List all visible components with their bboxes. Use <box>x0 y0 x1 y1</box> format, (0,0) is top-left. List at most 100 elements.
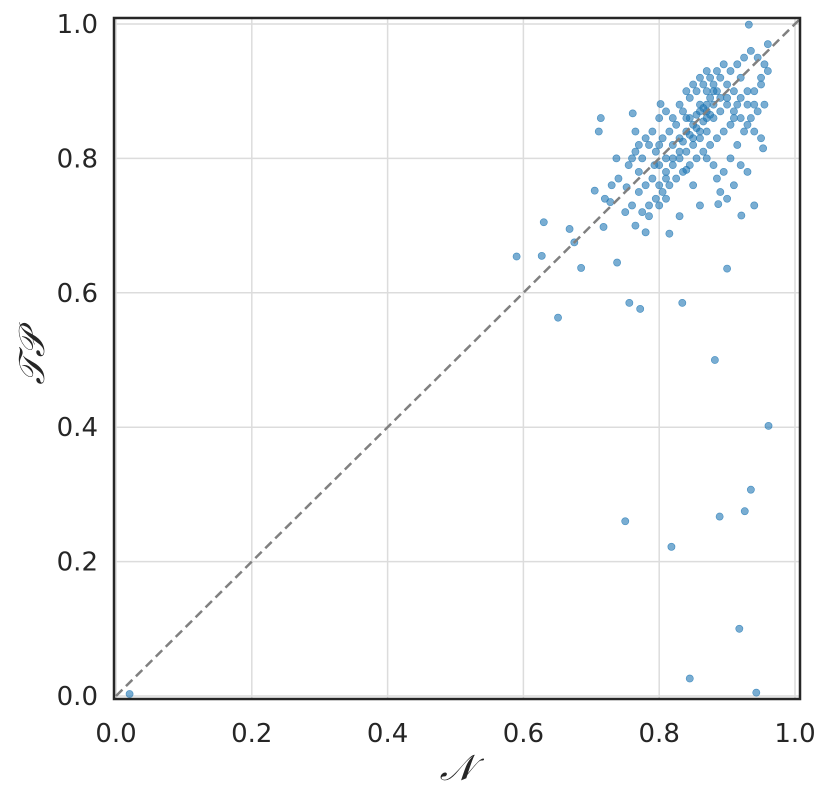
data-point <box>710 356 719 364</box>
data-point <box>723 100 731 109</box>
data-point <box>736 114 745 122</box>
data-point <box>689 181 698 190</box>
data-point <box>689 80 698 89</box>
data-point <box>638 208 647 217</box>
y-tick-label: 0.6 <box>57 279 98 309</box>
data-point <box>763 40 772 49</box>
data-point <box>740 127 748 136</box>
data-point <box>760 100 769 109</box>
data-point <box>668 114 677 122</box>
data-point <box>675 147 684 156</box>
data-point <box>612 154 621 163</box>
data-point <box>672 120 681 129</box>
data-point <box>692 124 701 133</box>
x-tick-label: 1.0 <box>774 719 815 749</box>
data-point <box>662 167 670 176</box>
data-point <box>715 512 724 521</box>
data-point <box>750 127 759 136</box>
data-point <box>702 67 711 75</box>
diagonal-reference-line <box>115 17 802 697</box>
x-tick-label: 0.6 <box>503 719 544 749</box>
data-point <box>662 154 670 163</box>
data-point <box>655 114 664 122</box>
data-point <box>675 100 684 109</box>
data-point <box>750 87 759 96</box>
data-point <box>740 507 749 516</box>
data-point <box>658 134 667 143</box>
data-point <box>565 225 574 233</box>
data-point <box>716 107 725 116</box>
data-point <box>706 73 715 82</box>
data-point <box>757 73 765 82</box>
data-point <box>554 313 562 322</box>
data-point <box>685 674 694 683</box>
x-tick-label: 0.8 <box>639 719 680 749</box>
data-point <box>628 154 636 163</box>
data-point <box>636 305 645 313</box>
y-tick-label: 0.0 <box>57 682 98 712</box>
data-point <box>692 154 701 163</box>
data-point <box>634 167 643 176</box>
data-point <box>679 137 687 146</box>
data-point <box>737 211 746 220</box>
x-axis-label: 𝒩 <box>440 748 485 789</box>
data-point <box>641 181 650 190</box>
x-tick-label: 0.2 <box>231 719 272 749</box>
data-point <box>614 174 623 183</box>
data-point <box>723 80 731 89</box>
data-point <box>726 120 735 129</box>
data-point <box>656 100 665 108</box>
data-point <box>709 161 718 170</box>
data-point <box>645 201 653 210</box>
data-point <box>658 188 667 196</box>
data-point <box>699 147 708 156</box>
data-point <box>675 212 684 221</box>
data-point <box>648 174 657 183</box>
data-point <box>665 127 674 136</box>
data-point <box>641 228 650 237</box>
data-point <box>692 87 701 96</box>
data-point <box>726 154 735 163</box>
data-point <box>740 53 748 62</box>
data-point <box>651 194 660 203</box>
data-point <box>746 46 755 55</box>
data-point <box>655 141 664 149</box>
data-point <box>638 154 647 163</box>
data-point <box>662 107 670 116</box>
data-point <box>719 167 728 176</box>
data-point <box>668 161 677 170</box>
data-point <box>682 87 691 96</box>
data-point <box>746 114 755 122</box>
data-point <box>696 134 704 143</box>
data-point <box>607 181 616 190</box>
data-point <box>662 194 670 203</box>
data-point <box>760 60 769 69</box>
data-point <box>675 154 684 163</box>
data-point <box>682 147 691 156</box>
data-point <box>600 194 609 203</box>
data-point <box>678 298 687 307</box>
data-point <box>624 161 633 170</box>
data-point <box>665 181 674 190</box>
x-tick-label: 0.0 <box>95 719 136 749</box>
data-point <box>743 87 752 96</box>
data-point <box>702 100 711 109</box>
data-point <box>672 174 681 183</box>
data-point <box>750 100 759 109</box>
data-point <box>713 67 721 75</box>
data-point <box>735 624 744 633</box>
data-point <box>621 208 630 217</box>
data-point <box>733 141 742 149</box>
data-point <box>764 421 773 430</box>
data-point <box>743 167 752 176</box>
data-point <box>599 223 608 231</box>
data-point <box>596 114 605 122</box>
y-tick-label: 0.2 <box>57 548 98 578</box>
data-point <box>655 161 664 170</box>
data-point <box>631 147 640 156</box>
data-point <box>716 188 725 196</box>
y-axis-label: 𝒯𝒫 <box>12 321 53 385</box>
data-point <box>719 60 728 69</box>
y-tick-label: 0.4 <box>57 413 98 443</box>
